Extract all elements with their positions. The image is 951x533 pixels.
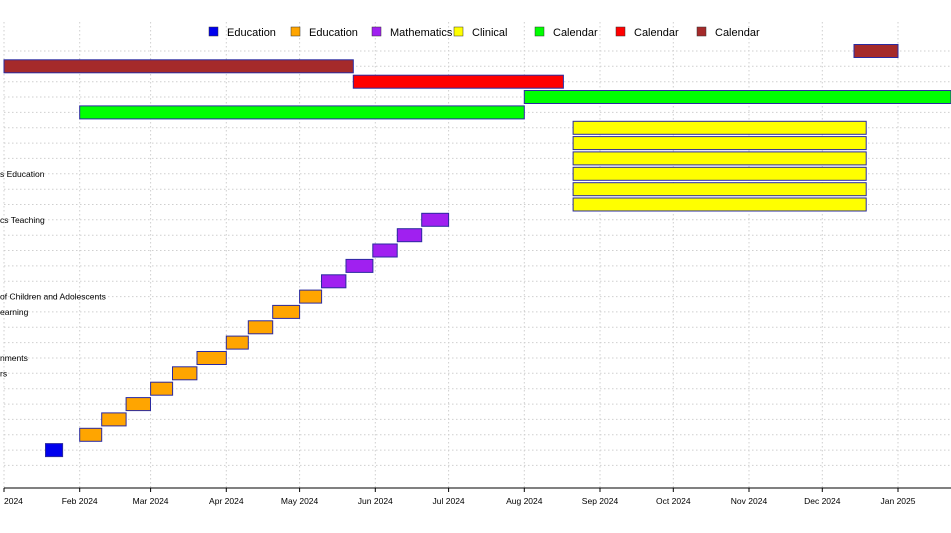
legend-swatch <box>696 26 707 37</box>
x-tick-label: Feb 2024 <box>62 496 98 506</box>
task-bar <box>3 59 354 74</box>
task-bar <box>572 120 867 135</box>
task-bar <box>150 381 174 396</box>
legend-swatch <box>208 26 219 37</box>
x-tick-label: Sep 2024 <box>582 496 619 506</box>
x-tick-label: Jan 2025 <box>881 496 916 506</box>
x-tick-label: May 2024 <box>281 496 319 506</box>
x-tick-label: Jul 2024 <box>433 496 465 506</box>
task-bar <box>421 212 450 227</box>
task-bar <box>345 258 374 273</box>
task-bar <box>196 351 227 365</box>
task-bars <box>3 44 951 458</box>
legend-swatch <box>453 26 464 37</box>
task-bar <box>101 412 127 427</box>
x-tick-label: Jun 2024 <box>358 496 393 506</box>
legend-label: Clinical <box>472 27 507 39</box>
task-label: of Children and Adolescents <box>0 292 106 302</box>
legend-swatch <box>371 26 382 37</box>
task-label: cs Teaching <box>0 215 45 225</box>
x-tick-label: Dec 2024 <box>804 496 841 506</box>
x-tick-label: 2024 <box>4 496 23 506</box>
task-bar <box>225 335 249 350</box>
task-label: earning <box>0 307 29 317</box>
task-bar <box>523 90 951 104</box>
legend: Education Education Mathematics Clinical Cal… <box>208 26 760 39</box>
task-bar <box>572 166 867 181</box>
legend-label: Calendar <box>553 27 598 39</box>
legend-label: Calendar <box>634 27 679 39</box>
x-tick-label: Mar 2024 <box>133 496 169 506</box>
task-bar <box>372 243 398 258</box>
task-bar <box>247 320 274 335</box>
task-labels: s Education cs Teaching of Children and Ad… <box>0 169 106 378</box>
legend-swatch <box>290 26 301 37</box>
legend-label: Education <box>227 27 276 39</box>
legend-swatch <box>615 26 626 37</box>
legend-label: Calendar <box>715 27 760 39</box>
x-tick-label: Aug 2024 <box>506 496 543 506</box>
task-bar <box>272 304 301 319</box>
task-label: rs <box>0 368 7 378</box>
task-bar <box>321 274 347 289</box>
task-bar <box>853 44 899 58</box>
task-bar <box>572 182 867 197</box>
legend-swatch <box>534 26 545 37</box>
task-bar <box>572 197 867 212</box>
x-tick-label: Nov 2024 <box>731 496 768 506</box>
task-bar <box>572 136 867 151</box>
task-label: s Education <box>0 169 45 179</box>
x-axis: 2024 Feb 2024 Mar 2024 Apr 2024 May 2024 Jun … <box>3 487 951 506</box>
task-bar <box>299 289 323 304</box>
task-bar <box>125 397 151 412</box>
legend-label: Mathematics <box>390 27 453 39</box>
legend-label: Education <box>309 27 358 39</box>
task-bar <box>79 427 103 442</box>
task-label: nments <box>0 353 28 363</box>
x-tick-label: Apr 2024 <box>209 496 244 506</box>
task-bar <box>172 366 198 381</box>
task-bar <box>45 443 64 458</box>
task-bar <box>79 105 525 120</box>
task-bar <box>352 74 564 89</box>
task-bar <box>396 228 423 243</box>
task-bar <box>572 151 867 166</box>
x-tick-label: Oct 2024 <box>656 496 691 506</box>
